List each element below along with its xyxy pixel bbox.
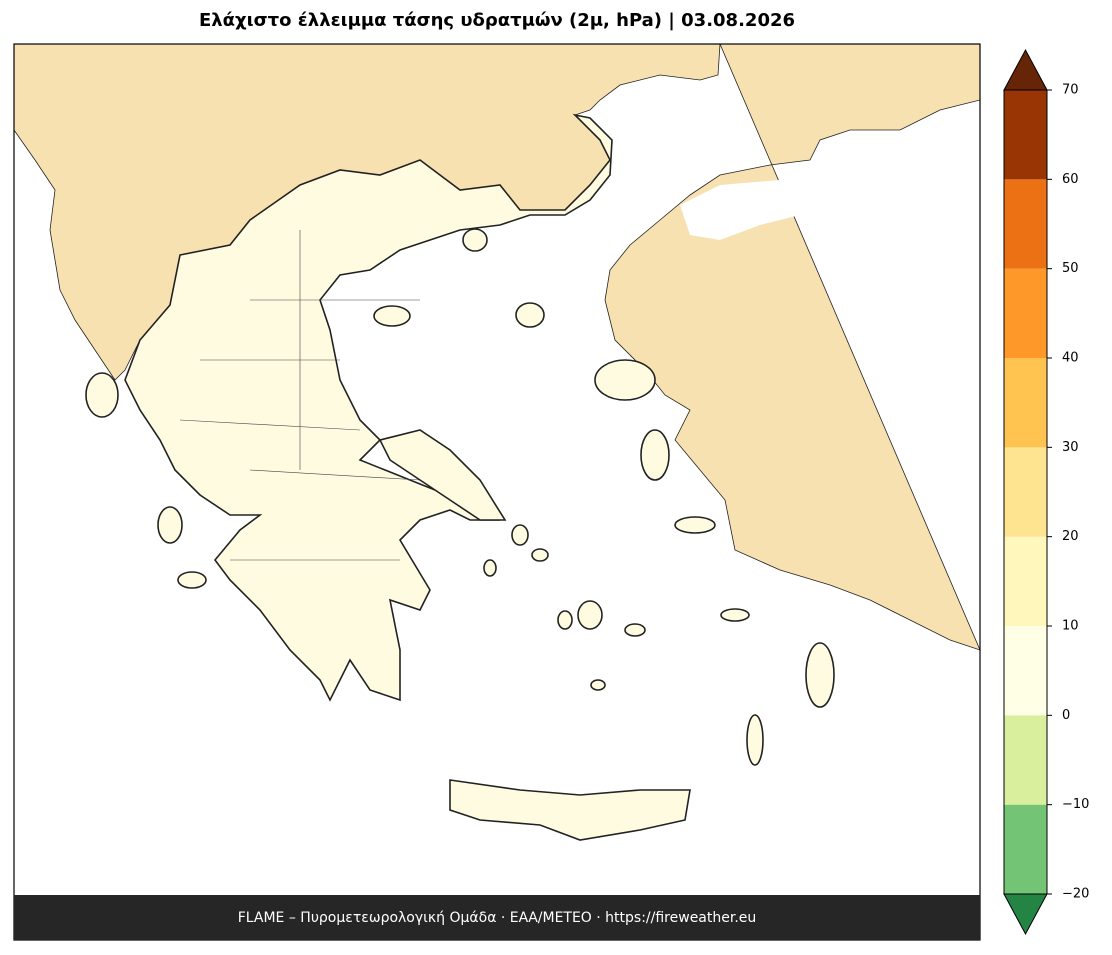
karpathos [746, 714, 764, 766]
colorbar-tick-label: −20 [1062, 887, 1089, 902]
footer-band [14, 895, 980, 940]
zakynthos [177, 571, 207, 589]
colorbar-segment [1004, 447, 1047, 537]
lemnos [515, 302, 545, 328]
samos [674, 516, 716, 534]
map-title: Ελάχιστο έλλειμμα τάσης υδρατμών (2μ, hP… [199, 10, 795, 31]
colorbar-over [1003, 48, 1048, 91]
colorbar-segment [1004, 536, 1047, 626]
amorgos [624, 623, 646, 637]
colorbar-segment [1004, 715, 1047, 805]
marmara [680, 170, 880, 240]
colorbar-segment [1004, 626, 1047, 716]
colorbar-under [1003, 893, 1048, 936]
santorini [590, 679, 606, 691]
colorbar-tick-label: 50 [1062, 261, 1079, 276]
evia [378, 429, 507, 521]
tinos [531, 548, 549, 562]
colorbar-segment [1004, 804, 1047, 894]
colorbar-tick-label: 10 [1062, 619, 1079, 634]
rhodes [805, 642, 835, 708]
colorbar-tick-label: 70 [1062, 83, 1079, 98]
colorbar-tick-label: 30 [1062, 440, 1079, 455]
colorbar-tick-label: 40 [1062, 351, 1079, 366]
naxos [577, 600, 603, 630]
crete [449, 779, 691, 841]
greece-mainland [124, 113, 613, 702]
thasos [462, 228, 488, 252]
colorbar-tick-label: 60 [1062, 172, 1079, 187]
colorbar-tick-label: 20 [1062, 529, 1079, 544]
colorbar-segment [1004, 358, 1047, 448]
paros [557, 610, 573, 630]
colorbar-segment [1004, 179, 1047, 269]
corfu [85, 372, 119, 418]
colorbar: −20 −10 0 10 20 30 40 50 60 70 [1003, 48, 1089, 936]
chios [640, 429, 670, 481]
colorbar-segment [1004, 268, 1047, 358]
map: FLAME – Πυρομετεωρολογική Ομάδα · ΕΑΑ/ME… [13, 43, 981, 941]
colorbar-tick-label: −10 [1062, 797, 1089, 812]
chalkidiki [373, 305, 411, 327]
kos [720, 608, 750, 622]
kea [483, 559, 497, 577]
andros [511, 524, 529, 546]
colorbar-frame [1003, 89, 1048, 895]
colorbar-tick-label: 0 [1062, 708, 1070, 723]
kefalonia [157, 506, 183, 544]
region-borders [179, 230, 421, 561]
colorbar-segment [1004, 90, 1047, 180]
lesvos [594, 359, 656, 401]
footer-text: FLAME – Πυρομετεωρολογική Ομάδα · ΕΑΑ/ME… [238, 910, 757, 926]
turkey [604, 43, 981, 651]
